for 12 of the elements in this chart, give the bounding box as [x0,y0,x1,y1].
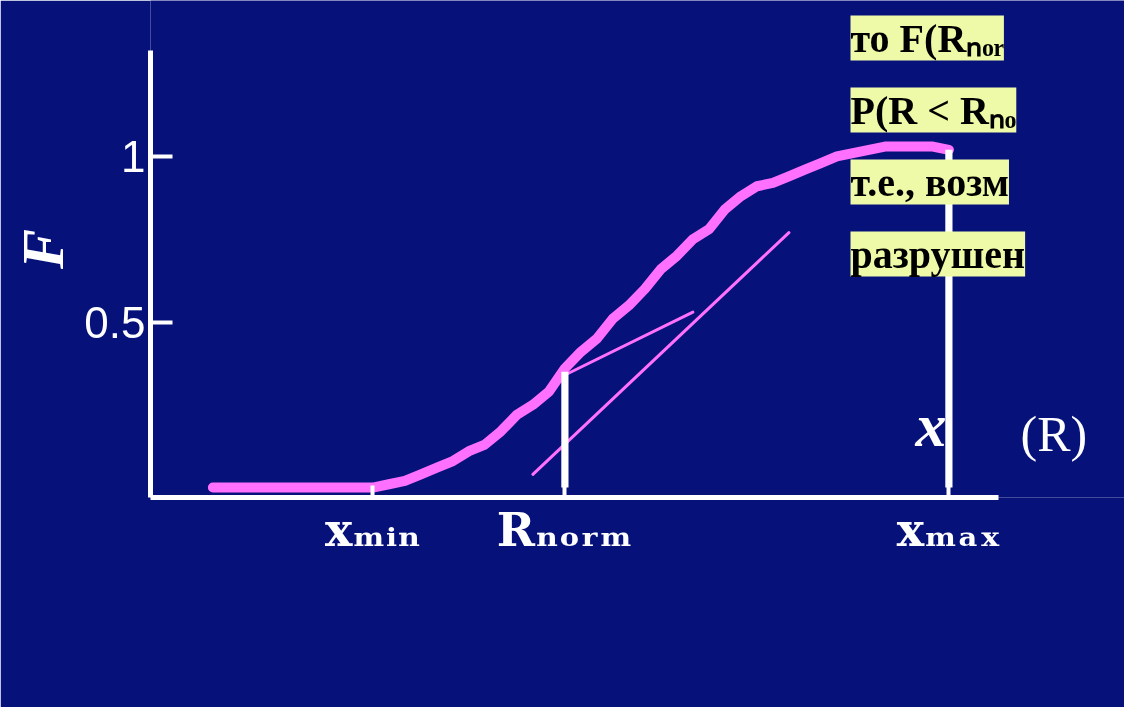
annotation: т.е., возм [850,159,1009,205]
x-axis-title: x [914,390,947,459]
x-tick-label: xₘᵢₙ [324,502,421,557]
y-axis-title: F [10,228,77,271]
y-tick-label: 1 [121,131,146,181]
text: (R) [1020,405,1088,462]
x-tick-label: xₘₐₓ [896,502,1002,557]
x-tick-label: Rₙₒᵣₘ [496,502,633,557]
y-tick-label: 0.5 [84,297,146,347]
annotation: то F(Rₙₒᵣ [850,15,1004,61]
annotation: P(R < Rₙₒ [850,87,1017,133]
annotation: разрушен [850,231,1026,277]
